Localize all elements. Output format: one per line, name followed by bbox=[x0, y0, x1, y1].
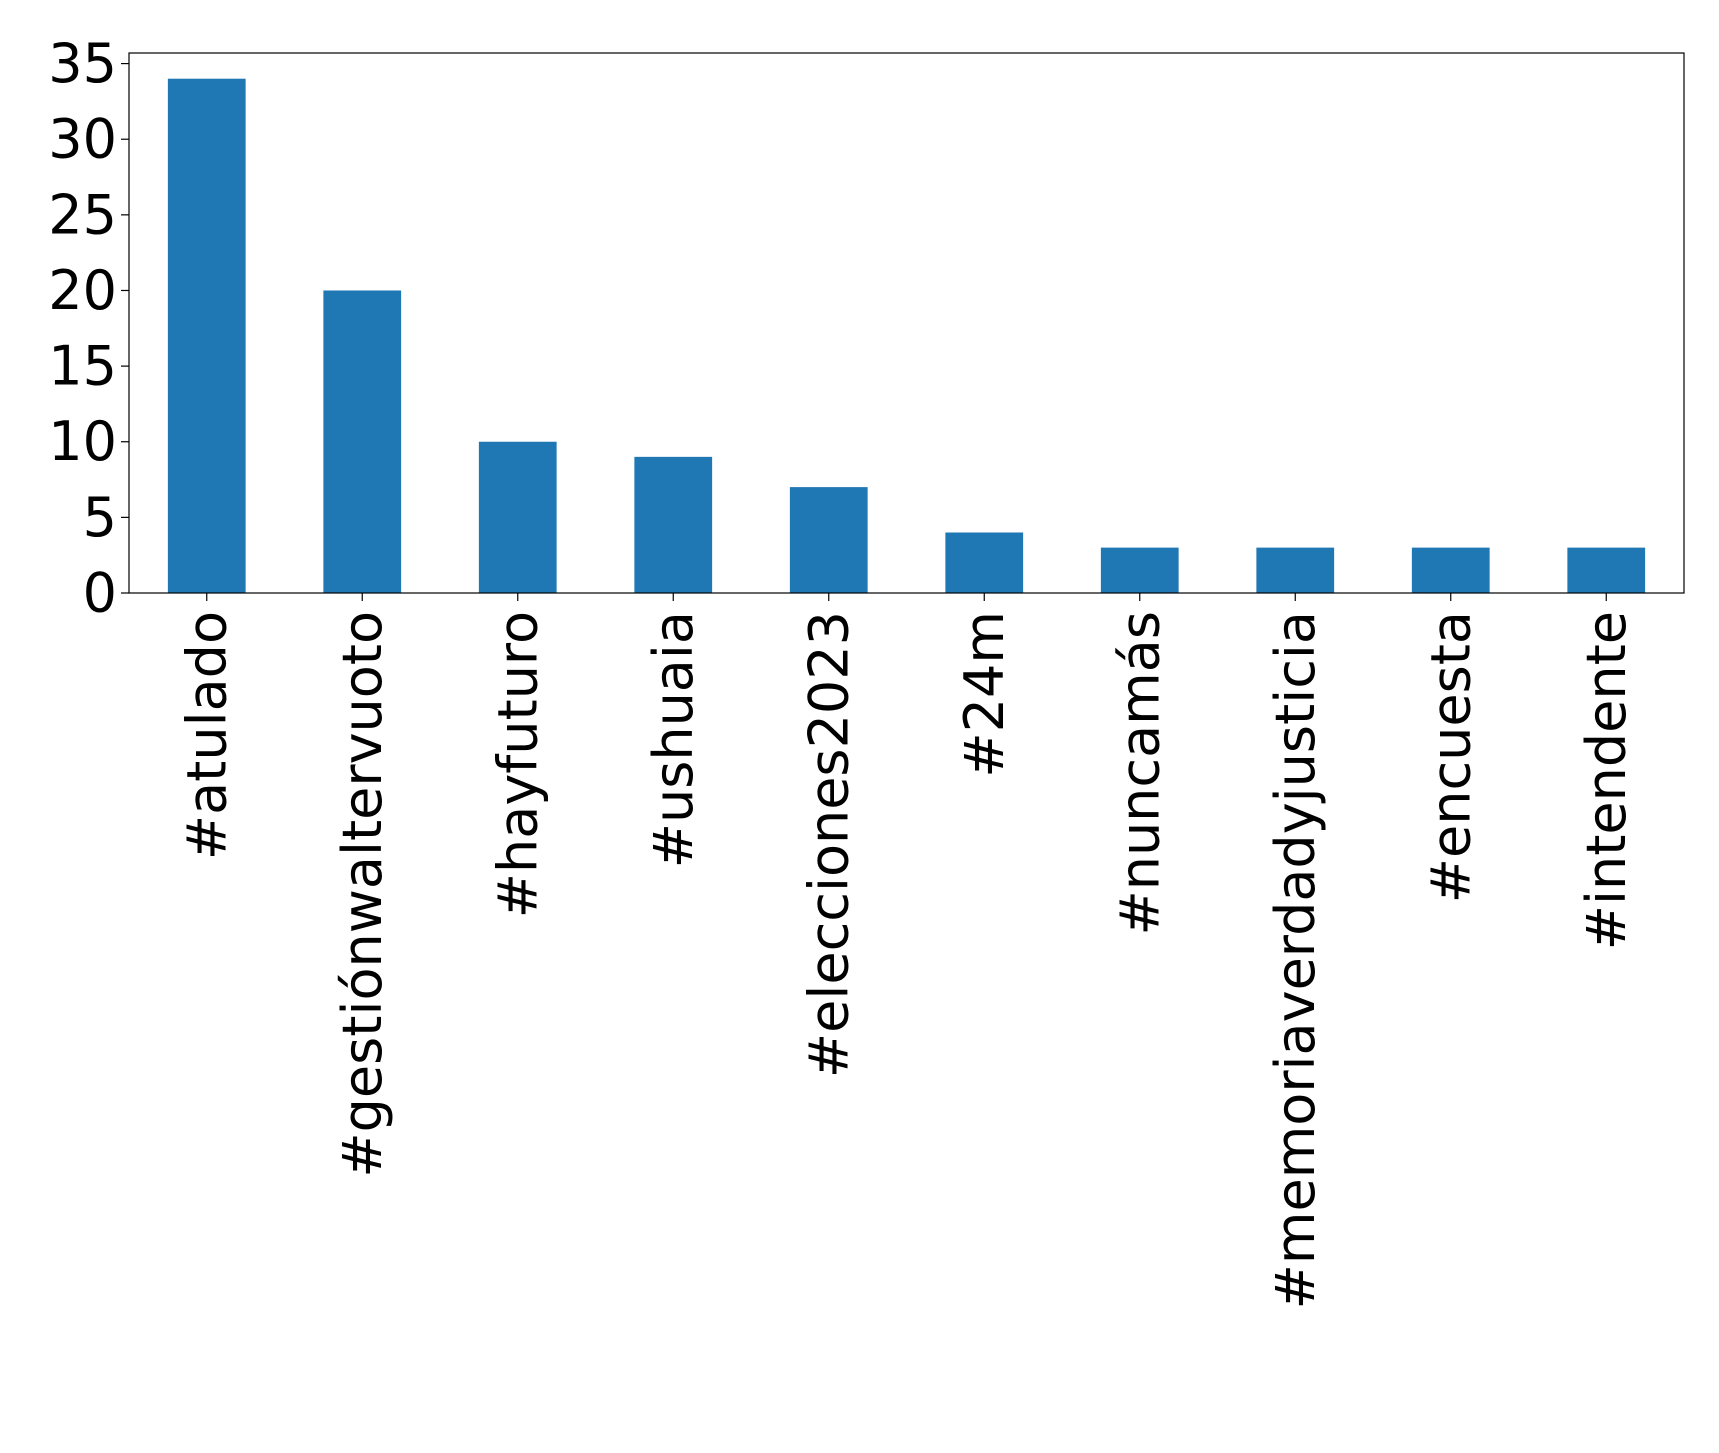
bar-5 bbox=[945, 532, 1024, 593]
x-tick-label-6: #nuncamás bbox=[1108, 611, 1171, 936]
axes-layer bbox=[128, 52, 1685, 594]
x-tick-label-4: #elecciones2023 bbox=[797, 611, 860, 1078]
x-tick-label-8: #encuesta bbox=[1419, 611, 1482, 903]
x-tick-label-5: #24m bbox=[953, 611, 1016, 778]
bar-1 bbox=[323, 290, 402, 593]
bar-3 bbox=[634, 456, 713, 593]
y-tick-label-5: 25 bbox=[48, 183, 117, 246]
bar-6 bbox=[1100, 547, 1179, 593]
bar-2 bbox=[478, 441, 557, 593]
y-tick-label-7: 35 bbox=[48, 32, 117, 95]
y-tick-label-2: 10 bbox=[48, 410, 117, 473]
x-tick-label-2: #hayfuturo bbox=[486, 611, 549, 918]
plot-frame bbox=[128, 52, 1685, 594]
x-tick-label-3: #ushuaia bbox=[642, 611, 705, 868]
y-tick-label-6: 30 bbox=[48, 108, 117, 171]
x-tick-label-9: #intendente bbox=[1575, 611, 1638, 950]
bar-4 bbox=[789, 487, 868, 593]
ticks-layer: 0 5 10 15 20 25 30 35 #atulado #gestiónwaltervuot… bbox=[48, 32, 1637, 1309]
y-tick-label-1: 5 bbox=[83, 486, 117, 549]
x-tick-label-7: #memoriaverdadyjusticia bbox=[1264, 611, 1327, 1309]
x-tick-label-0: #atulado bbox=[175, 611, 238, 860]
y-tick-label-4: 20 bbox=[48, 259, 117, 322]
x-tick-label-1: #gestiónwaltervuoto bbox=[331, 611, 394, 1178]
bars-layer bbox=[167, 78, 1646, 593]
bar-7 bbox=[1256, 547, 1335, 593]
y-tick-label-0: 0 bbox=[83, 562, 117, 625]
y-tick-label-3: 15 bbox=[48, 335, 117, 398]
bar-0 bbox=[167, 78, 246, 593]
bar-9 bbox=[1567, 547, 1646, 593]
bar-8 bbox=[1411, 547, 1490, 593]
